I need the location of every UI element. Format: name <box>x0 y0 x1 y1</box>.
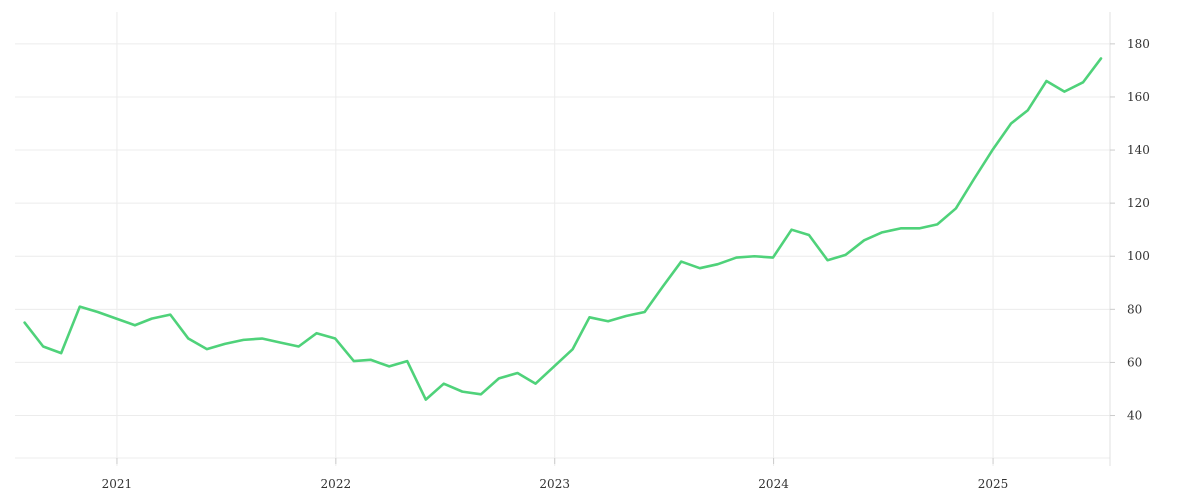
x-tick-label: 2022 <box>321 477 352 491</box>
y-tick-label: 100 <box>1127 249 1150 263</box>
y-tick-label: 140 <box>1127 143 1150 157</box>
x-tick-label: 2021 <box>102 477 133 491</box>
y-tick-label: 160 <box>1127 90 1150 104</box>
axis-layer: 40 60 80 100 120 140 160 180 2021 2022 2023 2024 202… <box>102 12 1150 491</box>
series-layer <box>23 57 1103 401</box>
x-tick-label: 2024 <box>758 477 789 491</box>
y-tick-label: 80 <box>1127 302 1142 316</box>
grid-layer <box>15 12 1110 466</box>
x-tick-label: 2023 <box>539 477 570 491</box>
series-line <box>23 57 1103 401</box>
y-tick-label: 120 <box>1127 196 1150 210</box>
y-tick-label: 40 <box>1127 409 1142 423</box>
y-tick-label: 180 <box>1127 37 1150 51</box>
y-tick-label: 60 <box>1127 355 1142 369</box>
x-tick-label: 2025 <box>978 477 1009 491</box>
